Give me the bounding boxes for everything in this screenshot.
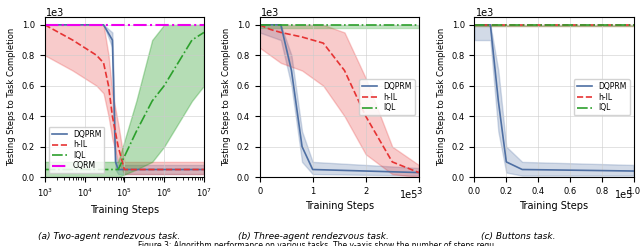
- DQPRM: [41, 23, 49, 26]
- DQPRM: [115, 168, 122, 171]
- h-IL: [319, 42, 327, 45]
- Line: DQPRM: DQPRM: [45, 25, 204, 169]
- DQPRM: [415, 171, 422, 174]
- Line: DQPRM: DQPRM: [260, 25, 419, 172]
- Legend: DQPRM, h-IL, IQL: DQPRM, h-IL, IQL: [574, 79, 630, 115]
- IQL: [41, 168, 49, 171]
- DQPRM: [109, 39, 116, 42]
- h-IL: [388, 160, 396, 163]
- DQPRM: [309, 168, 317, 171]
- Line: h-IL: h-IL: [45, 25, 204, 169]
- DQPRM: [470, 23, 478, 26]
- h-IL: [93, 54, 100, 57]
- h-IL: [277, 31, 285, 34]
- DQPRM: [100, 23, 108, 26]
- Text: (b) Three-agent rendezvous task.: (b) Three-agent rendezvous task.: [238, 232, 389, 241]
- DQPRM: [518, 168, 526, 171]
- DQPRM: [112, 160, 120, 163]
- h-IL: [81, 46, 88, 49]
- h-IL: [41, 23, 49, 26]
- DQPRM: [502, 160, 510, 163]
- DQPRM: [287, 69, 295, 72]
- Line: IQL: IQL: [45, 32, 204, 169]
- h-IL: [68, 39, 76, 42]
- DQPRM: [298, 145, 306, 148]
- Y-axis label: Testing Steps to Task Completion: Testing Steps to Task Completion: [7, 28, 16, 166]
- CQRM: [41, 23, 49, 26]
- h-IL: [100, 62, 108, 64]
- Line: DQPRM: DQPRM: [474, 25, 634, 171]
- h-IL: [362, 115, 369, 118]
- Text: (c) Buttons task.: (c) Buttons task.: [481, 232, 556, 241]
- Legend: DQPRM, h-IL, IQL: DQPRM, h-IL, IQL: [359, 79, 415, 115]
- DQPRM: [200, 168, 208, 171]
- Text: 1e3: 1e3: [476, 8, 494, 18]
- h-IL: [109, 115, 116, 118]
- h-IL: [415, 171, 422, 174]
- Text: 1e3: 1e3: [261, 8, 280, 18]
- Text: 1e3: 1e3: [46, 8, 65, 18]
- h-IL: [105, 84, 113, 87]
- IQL: [200, 31, 208, 34]
- h-IL: [200, 168, 208, 171]
- IQL: [115, 168, 122, 171]
- IQL: [132, 130, 140, 133]
- CQRM: [109, 23, 116, 26]
- IQL: [148, 99, 156, 102]
- DQPRM: [486, 23, 494, 26]
- DQPRM: [256, 23, 264, 26]
- h-IL: [256, 23, 264, 26]
- CQRM: [115, 23, 122, 26]
- Text: (a) Two-agent rendezvous task.: (a) Two-agent rendezvous task.: [38, 232, 180, 241]
- DQPRM: [277, 23, 285, 26]
- Y-axis label: Testing Steps to Task Completion: Testing Steps to Task Completion: [437, 28, 446, 166]
- h-IL: [298, 35, 306, 38]
- DQPRM: [630, 169, 637, 172]
- h-IL: [340, 69, 348, 72]
- Line: h-IL: h-IL: [260, 25, 419, 172]
- IQL: [109, 168, 116, 171]
- X-axis label: Training Steps: Training Steps: [90, 205, 159, 215]
- Y-axis label: Testing Steps to Task Completion: Testing Steps to Task Completion: [222, 28, 231, 166]
- Text: Figure 3: Algorithm performance on various tasks. The y-axis show the number of : Figure 3: Algorithm performance on vario…: [138, 242, 502, 246]
- X-axis label: Training Steps: Training Steps: [305, 201, 374, 211]
- X-axis label: Training Steps: Training Steps: [520, 201, 589, 211]
- Legend: DQPRM, h-IL, IQL, CQRM: DQPRM, h-IL, IQL, CQRM: [49, 127, 104, 173]
- IQL: [160, 84, 168, 87]
- Text: 1e5: 1e5: [615, 190, 634, 200]
- h-IL: [120, 168, 128, 171]
- IQL: [188, 39, 196, 42]
- Text: 1e5: 1e5: [401, 190, 419, 200]
- CQRM: [200, 23, 208, 26]
- DQPRM: [495, 99, 502, 102]
- h-IL: [115, 145, 122, 148]
- h-IL: [266, 28, 274, 31]
